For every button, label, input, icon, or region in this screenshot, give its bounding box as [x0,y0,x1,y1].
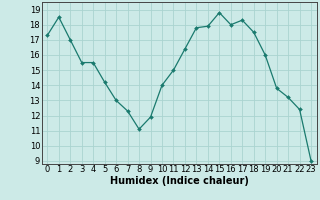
X-axis label: Humidex (Indice chaleur): Humidex (Indice chaleur) [110,176,249,186]
